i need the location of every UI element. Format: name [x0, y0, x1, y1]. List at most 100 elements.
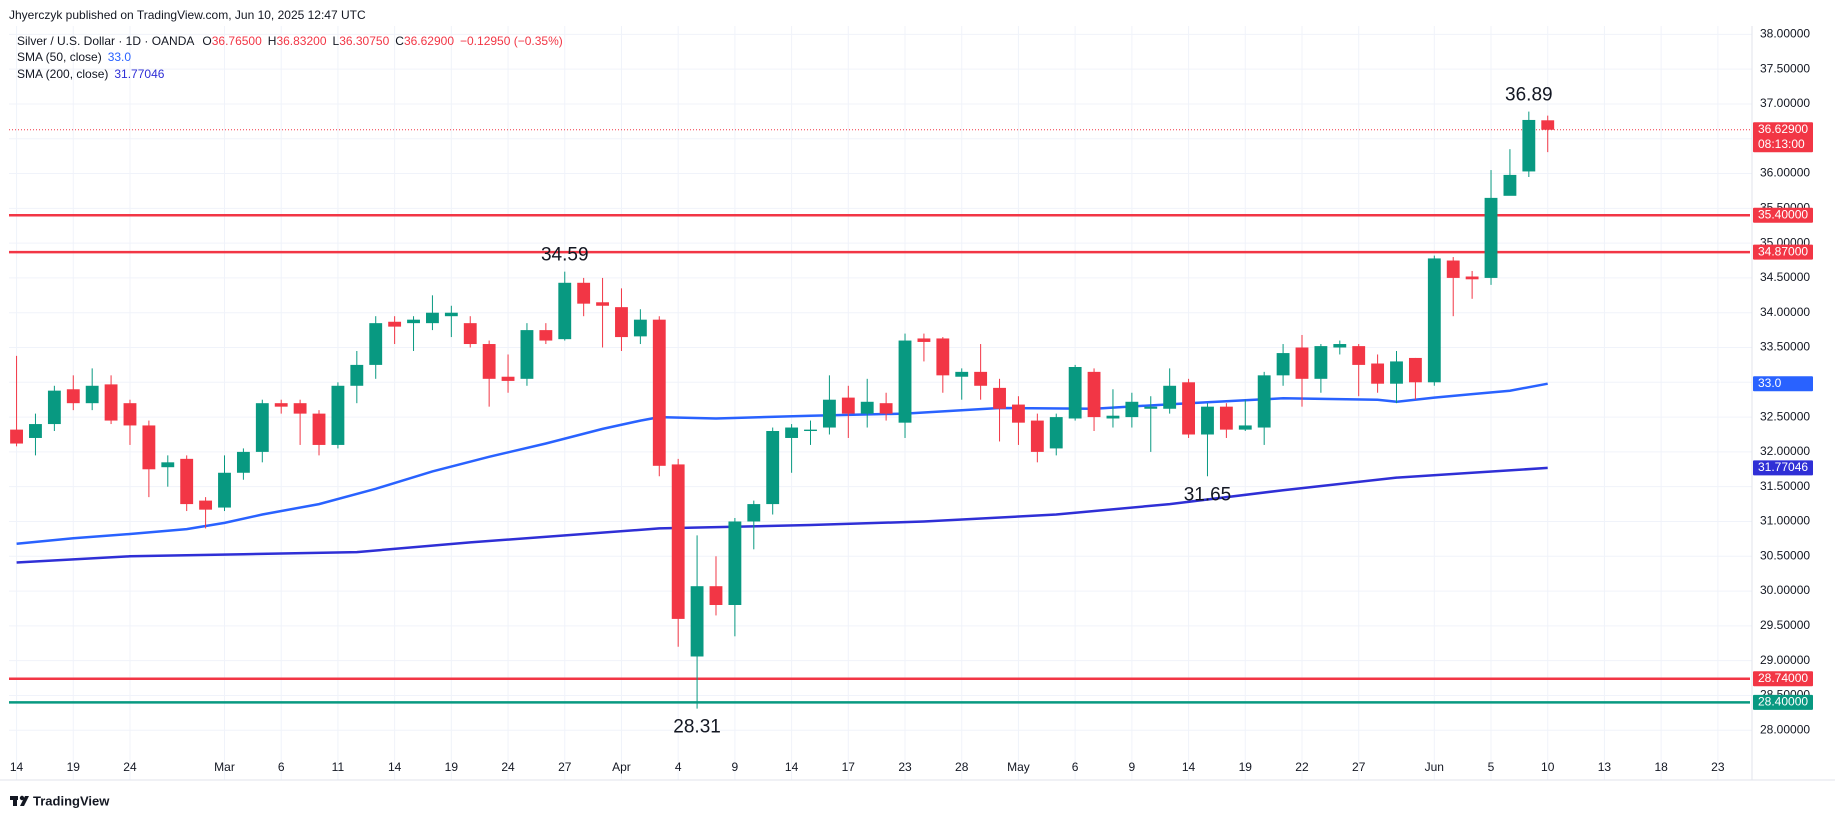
- level-badge-label: 28.40000: [1758, 695, 1808, 709]
- candle-body: [444, 312, 458, 317]
- symbol-legend: Silver / U.S. Dollar · 1D · OANDA O36.765…: [17, 34, 563, 48]
- y-tick-label: 34.00000: [1760, 305, 1810, 319]
- x-tick-label: 14: [1182, 760, 1196, 774]
- candle-body: [955, 371, 969, 377]
- candle-body: [1163, 385, 1177, 409]
- candle-body: [1371, 363, 1385, 384]
- ohlc-key: O: [202, 34, 211, 48]
- y-tick-label: 30.50000: [1760, 548, 1810, 562]
- candle-body: [255, 403, 269, 452]
- publisher-header: Jhyerczyk published on TradingView.com, …: [9, 8, 366, 22]
- x-tick-label: 13: [1598, 760, 1612, 774]
- candle-body: [1541, 120, 1555, 130]
- candle-body: [1390, 361, 1403, 384]
- x-tick-label: 27: [558, 760, 572, 774]
- ohlc-value: 36.76500: [212, 34, 262, 48]
- candle-body: [199, 500, 213, 510]
- candle-body: [1201, 406, 1214, 435]
- sma-legend: SMA (200, close) 31.77046: [17, 67, 165, 81]
- candle-body: [47, 390, 61, 425]
- last-price-badge-countdown: 08:13:00: [1758, 137, 1805, 151]
- y-tick-label: 38.00000: [1760, 27, 1810, 41]
- sma-name: SMA (50, close): [17, 50, 102, 64]
- candle-body: [482, 344, 496, 379]
- candle-body: [463, 323, 477, 345]
- candle-body: [577, 282, 591, 304]
- candle-body: [369, 323, 383, 365]
- candle-body: [10, 429, 23, 444]
- candle-body: [1219, 406, 1233, 430]
- y-tick-label: 37.00000: [1760, 96, 1810, 110]
- last-price-badge-label: 36.62900: [1758, 122, 1808, 136]
- x-tick-label: 22: [1295, 760, 1309, 774]
- y-tick-label: 36.00000: [1760, 166, 1810, 180]
- candle-body: [785, 427, 799, 438]
- y-tick-label: 32.50000: [1760, 409, 1810, 423]
- candle-body: [898, 340, 912, 423]
- candle-body: [652, 319, 666, 466]
- grid: [9, 26, 1752, 780]
- y-tick-label: 31.50000: [1760, 479, 1810, 493]
- annotation: 31.65: [1184, 484, 1232, 505]
- candle-body: [539, 330, 553, 341]
- candle-body: [558, 282, 572, 340]
- x-tick-label: 9: [1129, 760, 1136, 774]
- candle-body: [1144, 406, 1158, 409]
- candle-body: [407, 319, 420, 324]
- candle-body: [1465, 276, 1479, 280]
- x-tick-label: Jun: [1425, 760, 1444, 774]
- candle-body: [66, 389, 80, 404]
- sma-name: SMA (200, close): [17, 67, 108, 81]
- ohlc-change: −0.12950 (−0.35%): [460, 34, 563, 48]
- sma-line: [16, 466, 1548, 564]
- y-tick-label: 28.00000: [1760, 722, 1810, 736]
- candle-body: [1257, 375, 1271, 428]
- candle-body: [1087, 371, 1101, 418]
- candle-body: [974, 371, 988, 386]
- last-price-badge: [1753, 122, 1813, 153]
- x-tick-label: 10: [1541, 760, 1555, 774]
- y-tick-label: 29.00000: [1760, 653, 1810, 667]
- candle-body: [690, 586, 704, 657]
- candle-body: [747, 504, 761, 522]
- candle-body: [293, 403, 307, 414]
- y-tick-label: 34.50000: [1760, 270, 1810, 284]
- x-tick-label: 14: [785, 760, 799, 774]
- candle-body: [180, 458, 194, 505]
- x-tick-label: 28: [955, 760, 969, 774]
- y-tick-label: 29.50000: [1760, 618, 1810, 632]
- symbol-title: Silver / U.S. Dollar · 1D · OANDA: [17, 34, 194, 48]
- candle-body: [917, 338, 931, 342]
- sma-value: 31.77046: [114, 67, 164, 81]
- candle-body: [1049, 417, 1063, 449]
- ohlc-key: H: [268, 34, 277, 48]
- candle-body: [804, 429, 817, 432]
- x-tick-label: 6: [1072, 760, 1079, 774]
- candle-body: [1238, 425, 1252, 430]
- x-tick-label: 24: [501, 760, 515, 774]
- candle-body: [218, 472, 231, 508]
- candle-body: [501, 376, 515, 381]
- candle-body: [1276, 353, 1290, 376]
- plot: 36.89 34.59 28.31 31.65: [9, 85, 1750, 738]
- x-tick-label: 9: [732, 760, 739, 774]
- candle-body: [1427, 258, 1441, 383]
- ohlc-key: L: [333, 34, 340, 48]
- x-tick-label: 17: [842, 760, 856, 774]
- logo: [10, 795, 29, 806]
- candle-body: [350, 364, 364, 386]
- x-tick-label: 4: [675, 760, 682, 774]
- candle-body: [426, 312, 439, 324]
- level-badge: [1753, 207, 1813, 223]
- x-tick-label: 19: [445, 760, 459, 774]
- candle-body: [879, 403, 893, 414]
- annotation: 28.31: [673, 717, 721, 738]
- candle-body: [671, 464, 685, 619]
- candle-body: [1314, 346, 1328, 379]
- candle-body: [993, 387, 1006, 409]
- x-tick-label: 24: [123, 760, 137, 774]
- ohlc-value: 36.83200: [276, 34, 326, 48]
- sma-badge-label: 31.77046: [1758, 460, 1808, 474]
